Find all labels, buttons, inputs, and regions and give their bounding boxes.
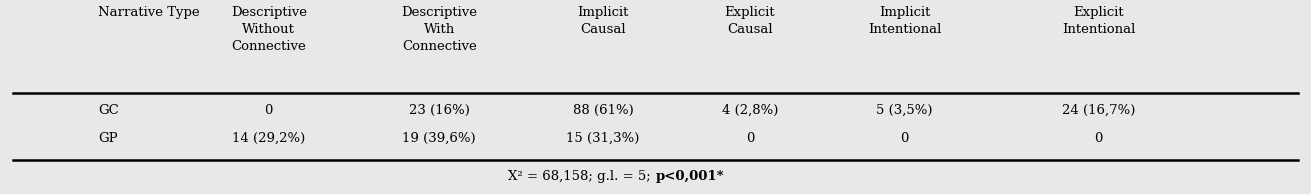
Text: 15 (31,3%): 15 (31,3%) xyxy=(566,132,640,145)
Text: 0: 0 xyxy=(1095,132,1103,145)
Text: GC: GC xyxy=(98,104,119,117)
Text: 23 (16%): 23 (16%) xyxy=(409,104,469,117)
Text: 14 (29,2%): 14 (29,2%) xyxy=(232,132,305,145)
Text: 24 (16,7%): 24 (16,7%) xyxy=(1062,104,1135,117)
Text: 0: 0 xyxy=(901,132,909,145)
Text: 5 (3,5%): 5 (3,5%) xyxy=(876,104,933,117)
Text: 19 (39,6%): 19 (39,6%) xyxy=(402,132,476,145)
Text: 0: 0 xyxy=(265,104,273,117)
Text: 4 (2,8%): 4 (2,8%) xyxy=(721,104,779,117)
Text: Narrative Type: Narrative Type xyxy=(98,6,201,19)
Text: GP: GP xyxy=(98,132,118,145)
Text: Descriptive
With
Connective: Descriptive With Connective xyxy=(401,6,477,53)
Text: Explicit
Intentional: Explicit Intentional xyxy=(1062,6,1135,36)
Text: Descriptive
Without
Connective: Descriptive Without Connective xyxy=(231,6,307,53)
Text: Implicit
Intentional: Implicit Intentional xyxy=(868,6,941,36)
Text: Explicit
Causal: Explicit Causal xyxy=(725,6,775,36)
Text: X² = 68,158; g.l. = 5;: X² = 68,158; g.l. = 5; xyxy=(509,170,656,183)
Text: Implicit
Causal: Implicit Causal xyxy=(577,6,629,36)
Text: 0: 0 xyxy=(746,132,754,145)
Text: 88 (61%): 88 (61%) xyxy=(573,104,633,117)
Text: p<0,001*: p<0,001* xyxy=(656,170,724,183)
